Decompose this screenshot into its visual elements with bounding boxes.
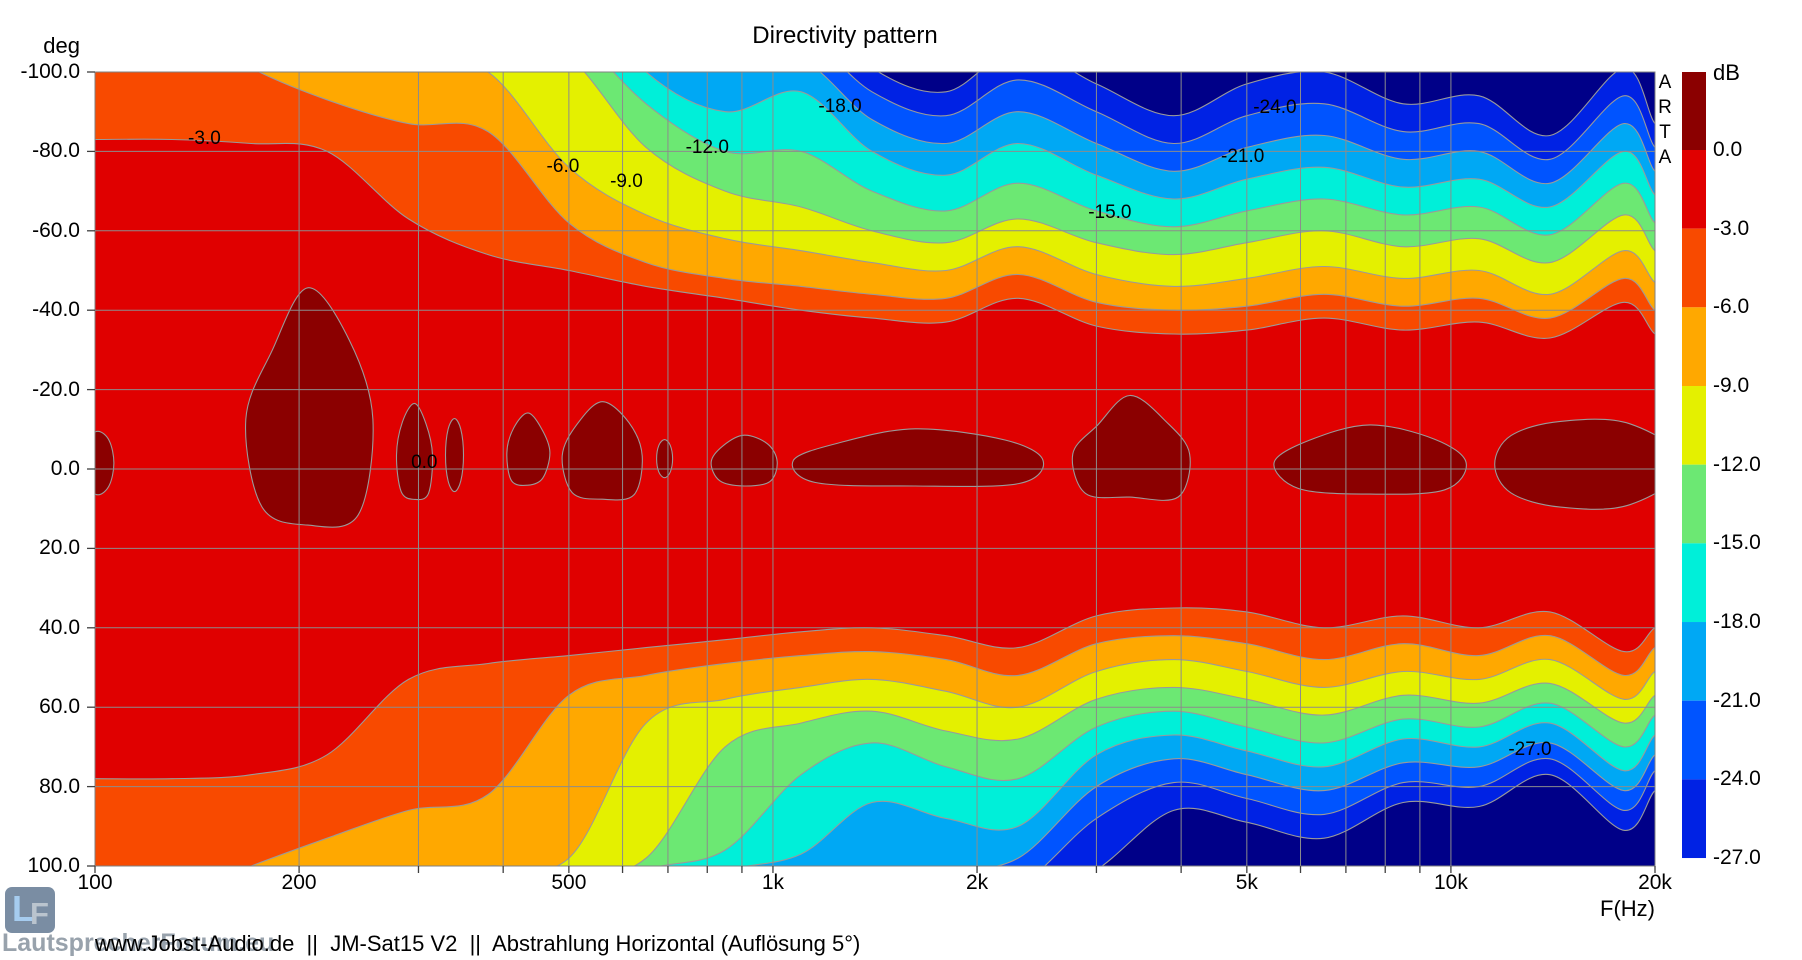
peak-blob-0dB	[1273, 424, 1467, 495]
y-tick-label-40.0: 40.0	[39, 615, 80, 639]
y-tick-label-80.0: 80.0	[39, 774, 80, 798]
colorbar-cell	[1682, 72, 1706, 150]
colorbar-cell	[1682, 622, 1706, 701]
colorbar-label--9.0: -9.0	[1713, 374, 1750, 397]
contour-label--3.0: -3.0	[188, 128, 221, 150]
forum-watermark-text: LautsprecherForum.eu	[2, 929, 275, 957]
peak-blob-0dB	[791, 428, 1045, 488]
contour-label--27.0: -27.0	[1508, 739, 1552, 761]
y-tick-label-0.0: 0.0	[50, 457, 80, 480]
x-tick-label-500: 500	[551, 871, 587, 894]
arta-letter: A	[1658, 147, 1672, 168]
contour-label--15.0: -15.0	[1088, 201, 1132, 223]
peak-blob-0dB	[444, 418, 465, 493]
colorbar-cell	[1682, 150, 1706, 229]
colorbar-label--15.0: -15.0	[1713, 531, 1761, 555]
x-tick-label-100: 100	[77, 871, 113, 894]
colorbar-cell	[1682, 700, 1706, 780]
colorbar-cell	[1682, 543, 1706, 623]
contour-bands	[95, 72, 1655, 866]
contour-label--18.0: -18.0	[818, 95, 862, 117]
colorbar-label--3.0: -3.0	[1713, 216, 1750, 240]
arta-letter: T	[1659, 122, 1671, 143]
x-tick-label-10k: 10k	[1433, 871, 1468, 894]
peak-blob-0dB	[95, 430, 115, 496]
page-title: Directivity pattern	[752, 22, 938, 49]
x-tick-label-200: 200	[281, 871, 317, 894]
contour-label--6.0: -6.0	[546, 156, 580, 178]
arta-letter: R	[1658, 97, 1672, 118]
colorbar-label--27.0: -27.0	[1713, 846, 1761, 870]
colorbar-label--24.0: -24.0	[1713, 767, 1761, 791]
x-axis-title: F(Hz)	[1600, 896, 1655, 921]
colorbar-cell	[1682, 228, 1706, 308]
peak-blob-0dB	[506, 412, 551, 486]
y-axis-title: deg	[43, 33, 80, 58]
y-tick-label--20.0: -20.0	[32, 377, 80, 401]
grid-lines	[95, 72, 1655, 866]
y-tick-label-100.0: 100.0	[27, 854, 80, 877]
y-tick-label-60.0: 60.0	[39, 695, 80, 719]
colorbar-label-0.0: 0.0	[1713, 138, 1743, 161]
peak-blob-0dB	[710, 434, 778, 487]
x-tick-label-20k: 20k	[1638, 871, 1672, 894]
peak-blob-0dB	[245, 287, 374, 528]
peak-blob-0dB	[1494, 418, 1655, 510]
y-tick-label--80.0: -80.0	[32, 139, 80, 163]
colorbar-cell	[1682, 307, 1706, 387]
colorbar-cell	[1682, 779, 1706, 859]
x-tick-label-1k: 1k	[761, 871, 785, 894]
measurement-caption: www.Jobst-Audio.de || JM-Sat15 V2 || Abs…	[95, 931, 861, 956]
contour-label--24.0: -24.0	[1253, 97, 1297, 119]
contour-label--21.0: -21.0	[1221, 145, 1265, 167]
peak-blob-0dB	[395, 402, 434, 501]
arta-logo-watermark: A R T A	[1655, 70, 1675, 170]
y-tick-label--40.0: -40.0	[32, 298, 80, 322]
contour-label--12.0: -12.0	[685, 136, 729, 158]
colorbar-cell	[1682, 386, 1706, 465]
lautsprecherforum-logo: L F	[5, 887, 55, 933]
x-tick-label-5k: 5k	[1235, 871, 1258, 894]
arta-letter: A	[1658, 72, 1672, 93]
y-tick-label--100.0: -100.0	[20, 60, 80, 83]
y-tick-label--60.0: -60.0	[32, 218, 80, 242]
colorbar	[1682, 72, 1706, 859]
colorbar-cell	[1682, 464, 1706, 544]
colorbar-label--21.0: -21.0	[1713, 688, 1761, 712]
axis-ticks	[87, 71, 1656, 873]
colorbar-label--6.0: -6.0	[1713, 295, 1750, 319]
peak-blob-0dB	[1071, 394, 1191, 501]
peak-blob-0dB	[656, 439, 674, 479]
colorbar-label--12.0: -12.0	[1713, 452, 1761, 476]
logo-letter-l: L	[12, 888, 34, 929]
x-tick-label-2k: 2k	[965, 871, 989, 894]
contour-label-0.0: 0.0	[411, 452, 438, 474]
y-tick-label-20.0: 20.0	[39, 536, 80, 560]
colorbar-title: dB	[1713, 60, 1740, 85]
contour-label--9.0: -9.0	[610, 170, 643, 192]
logo-letter-f: F	[30, 896, 49, 931]
colorbar-label--18.0: -18.0	[1713, 610, 1761, 634]
